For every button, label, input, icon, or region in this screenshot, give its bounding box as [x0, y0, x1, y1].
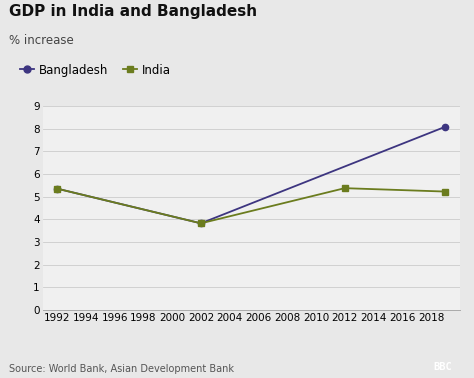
India: [54, 186, 60, 191]
Line: Bangladesh: Bangladesh: [54, 124, 448, 226]
Bangladesh: [54, 186, 60, 191]
Line: India: India: [54, 185, 448, 226]
Text: BBC: BBC: [434, 362, 453, 372]
India: [342, 186, 347, 191]
Legend: Bangladesh, India: Bangladesh, India: [15, 59, 175, 81]
Text: Source: World Bank, Asian Development Bank: Source: World Bank, Asian Development Ba…: [9, 364, 235, 374]
Text: GDP in India and Bangladesh: GDP in India and Bangladesh: [9, 4, 257, 19]
Bangladesh: [443, 124, 448, 129]
India: [198, 221, 204, 226]
Bangladesh: [198, 221, 204, 226]
India: [443, 189, 448, 194]
Text: % increase: % increase: [9, 34, 74, 47]
